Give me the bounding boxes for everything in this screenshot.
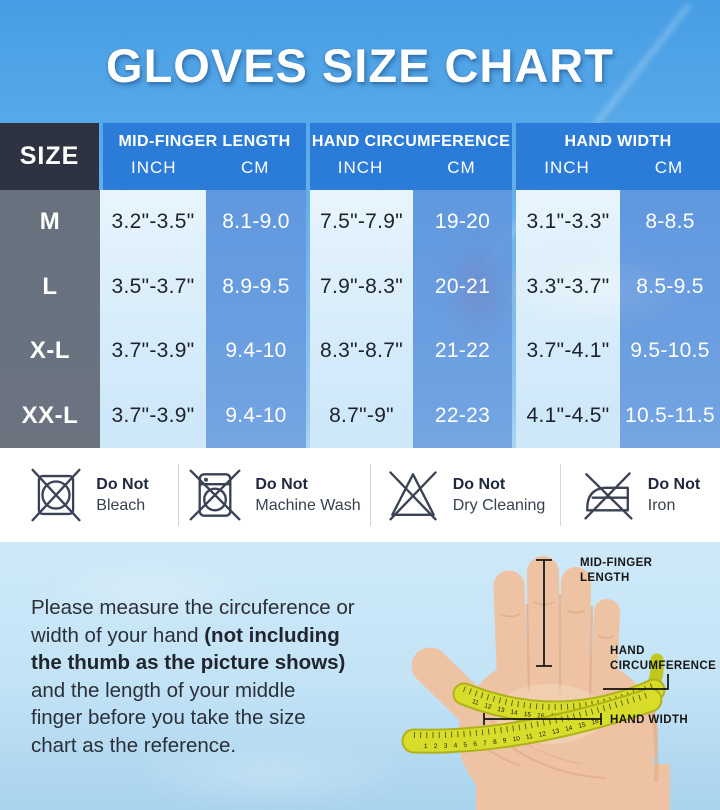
unit-label-inch: INCH (337, 158, 384, 177)
unit-label-cm: CM (241, 158, 270, 177)
table-cell: 22-23 (434, 403, 491, 427)
do-not-dry-clean-icon (389, 471, 437, 521)
care-title: Do Not (452, 476, 506, 493)
table-cell: 8-8.5 (645, 210, 695, 234)
hand-width-label: HAND WIDTH (610, 714, 688, 726)
row-label: M (39, 208, 61, 236)
instruction-line: Please measure the circuference or (31, 596, 355, 619)
row-label: XX-L (21, 401, 79, 429)
instruction-line-bold: the thumb as the picture shows) (31, 651, 346, 675)
care-subtitle: Iron (647, 497, 676, 514)
care-item-dry-clean: Do Not Dry Cleaning (370, 464, 560, 526)
care-subtitle: Machine Wash (255, 497, 361, 514)
hand-circumference-label: HAND (610, 645, 645, 657)
care-item-bleach: Do Not Bleach (0, 464, 178, 526)
table-cell: 8.1-9.0 (222, 210, 290, 234)
table-cell: 10.5-11.5 (625, 403, 715, 427)
table-cell: 19-20 (434, 210, 491, 234)
care-item-machine-wash: Do Not Machine Wash (178, 464, 370, 526)
unit-label-inch: INCH (544, 158, 590, 177)
care-instructions-strip: Do Not Bleach Do Not Machine Wash (0, 448, 720, 542)
hand-width-cm-column: 8-8.5 8.5-9.5 9.5-10.5 10.5-11.5 (620, 190, 720, 448)
care-item-iron: Do Not Iron (560, 464, 720, 526)
do-not-iron-icon (584, 472, 633, 520)
mid-finger-cm-column: 8.1-9.0 8.9-9.5 9.4-10 9.4-10 (206, 190, 306, 448)
instruction-line: finger before you take the size (31, 706, 306, 730)
row-label: L (42, 272, 58, 300)
hand-measurement-diagram: 11 12 13 14 15 16 17 18 19 20 21 1 2 3 4… (401, 556, 716, 810)
unit-label-cm: CM (654, 158, 684, 177)
mid-finger-length-label: LENGTH (580, 572, 630, 584)
unit-label-cm: CM (447, 158, 476, 177)
measuring-instruction-text: Please measure the circuference or width… (31, 594, 411, 760)
size-column-header: SIZE (0, 123, 99, 190)
instruction-line-bold: (not including (204, 623, 340, 647)
instruction-line: width of your hand (31, 623, 205, 647)
mid-finger-length-label: MID-FINGER (580, 557, 653, 569)
group-header-mid-finger-length: MID-FINGER LENGTH INCH CM (103, 123, 306, 190)
hand-width-inch-column: 3.1"-3.3" 3.3"-3.7" 3.7"-4.1" 4.1"-4.5" (516, 190, 620, 448)
row-label: X-L (29, 337, 71, 365)
table-cell: 8.9-9.5 (222, 274, 290, 298)
table-cell: 7.5"-7.9" (320, 210, 403, 234)
care-subtitle: Bleach (96, 497, 146, 514)
table-cell: 3.1"-3.3" (526, 210, 610, 234)
table-cell: 9.4-10 (225, 339, 287, 363)
care-title: Do Not (255, 476, 308, 493)
table-cell: 20-21 (434, 274, 491, 298)
instruction-line: and the length of your middle (31, 678, 296, 702)
mid-finger-inch-column: 3.2"-3.5" 3.5"-3.7" 3.7"-3.9" 3.7"-3.9" (100, 190, 206, 448)
size-column: M L X-L XX-L (0, 190, 100, 448)
table-cell: 21-22 (434, 339, 491, 363)
table-cell: 8.7"-9" (329, 403, 394, 427)
table-cell: 3.2"-3.5" (111, 210, 195, 234)
table-cell: 8.5-9.5 (636, 274, 704, 298)
unit-label-inch: INCH (130, 158, 177, 177)
group-title: MID-FINGER LENGTH (118, 133, 291, 150)
page-title: GLOVES SIZE CHART (106, 39, 614, 92)
table-cell: 9.4-10 (225, 403, 287, 427)
circumference-inch-column: 7.5"-7.9" 7.9"-8.3" 8.3"-8.7" 8.7"-9" (310, 190, 413, 448)
table-cell: 9.5-10.5 (630, 339, 710, 363)
group-header-hand-circumference: HAND CIRCUMFERENCE INCH CM (310, 123, 512, 190)
care-title: Do Not (96, 476, 149, 493)
care-subtitle: Dry Cleaning (452, 497, 546, 514)
hand-circumference-label: CIRCUMFERENCE (610, 660, 716, 672)
table-cell: 8.3"-8.7" (320, 339, 403, 363)
care-title: Do Not (647, 476, 701, 493)
table-cell: 3.7"-4.1" (526, 339, 610, 363)
table-cell: 3.3"-3.7" (526, 274, 610, 298)
group-header-hand-width: HAND WIDTH INCH CM (516, 123, 720, 190)
circumference-cm-column: 19-20 20-21 21-22 22-23 (413, 190, 512, 448)
do-not-machine-wash-icon (189, 469, 241, 521)
table-cell: 4.1"-4.5" (526, 403, 610, 427)
group-title: HAND WIDTH (564, 133, 672, 150)
instruction-line: chart as the reference. (31, 733, 237, 757)
table-cell: 3.5"-3.7" (111, 274, 195, 298)
table-cell: 7.9"-8.3" (320, 274, 403, 298)
measurement-annotations: MID-FINGER LENGTH HAND CIRCUMFERENCE HAN… (483, 557, 716, 726)
group-title: HAND CIRCUMFERENCE (311, 133, 511, 150)
table-cell: 3.7"-3.9" (111, 403, 195, 427)
table-cell: 3.7"-3.9" (111, 339, 195, 363)
do-not-bleach-icon (31, 468, 81, 522)
